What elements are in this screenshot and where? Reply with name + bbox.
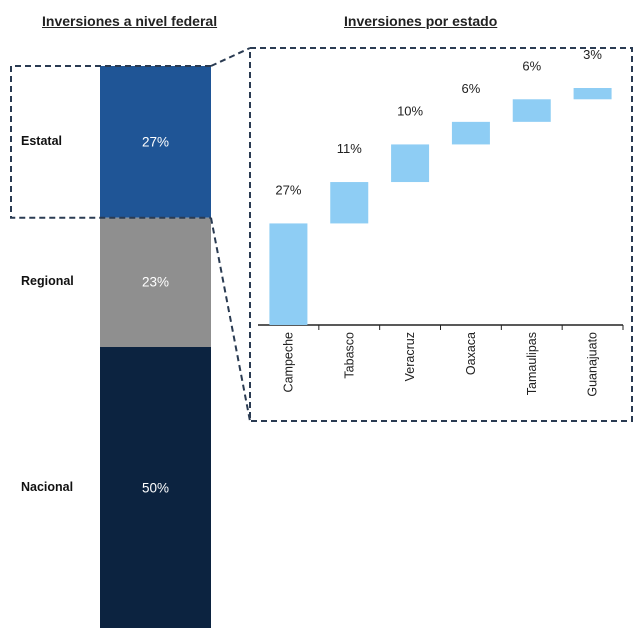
federal-category-nacional: Nacional: [21, 479, 74, 494]
state-bar-value-campeche: 27%: [275, 182, 301, 197]
federal-category-estatal: Estatal: [21, 133, 62, 148]
state-category-guanajuato: Guanajuato: [586, 332, 600, 397]
state-bar-value-veracruz: 10%: [397, 103, 423, 118]
left-chart-title: Inversiones a nivel federal: [42, 13, 218, 29]
state-bar-veracruz: [391, 144, 430, 183]
federal-bar-segment-nacional: [100, 347, 211, 628]
federal-bar-value-regional: 23%: [141, 274, 170, 290]
state-bar-guanajuato: [573, 88, 612, 100]
state-bar-value-tabasco: 11%: [337, 141, 362, 156]
state-category-campeche: Campeche: [281, 332, 295, 392]
state-bar-campeche: [269, 223, 308, 325]
right-chart-title: Inversiones por estado: [344, 13, 498, 29]
state-bar-tamaulipas: [512, 99, 551, 122]
federal-bar-segment-regional: [100, 217, 211, 347]
state-detail-frame: [249, 47, 633, 422]
state-bar-value-oaxaca: 6%: [462, 81, 481, 96]
state-bar-value-guanajuato: 3%: [583, 47, 602, 62]
estatal-highlight-frame: [10, 65, 211, 219]
state-bar-tabasco: [330, 182, 369, 224]
state-bar-oaxaca: [451, 121, 490, 145]
state-category-oaxaca: Oaxaca: [464, 332, 478, 375]
connector-line-bottom: [210, 217, 251, 422]
federal-bar-value-estatal: 27%: [141, 134, 170, 150]
federal-bar-segment-estatal: [100, 66, 211, 218]
federal-bar-value-nacional: 50%: [141, 480, 170, 495]
state-category-veracruz: Veracruz: [403, 332, 417, 381]
state-category-tamaulipas: Tamaulipas: [525, 332, 539, 395]
federal-category-regional: Regional: [21, 274, 74, 289]
connector-line-top: [210, 47, 251, 67]
state-bar-value-tamaulipas: 6%: [522, 58, 541, 73]
state-category-tabasco: Tabasco: [342, 332, 356, 379]
